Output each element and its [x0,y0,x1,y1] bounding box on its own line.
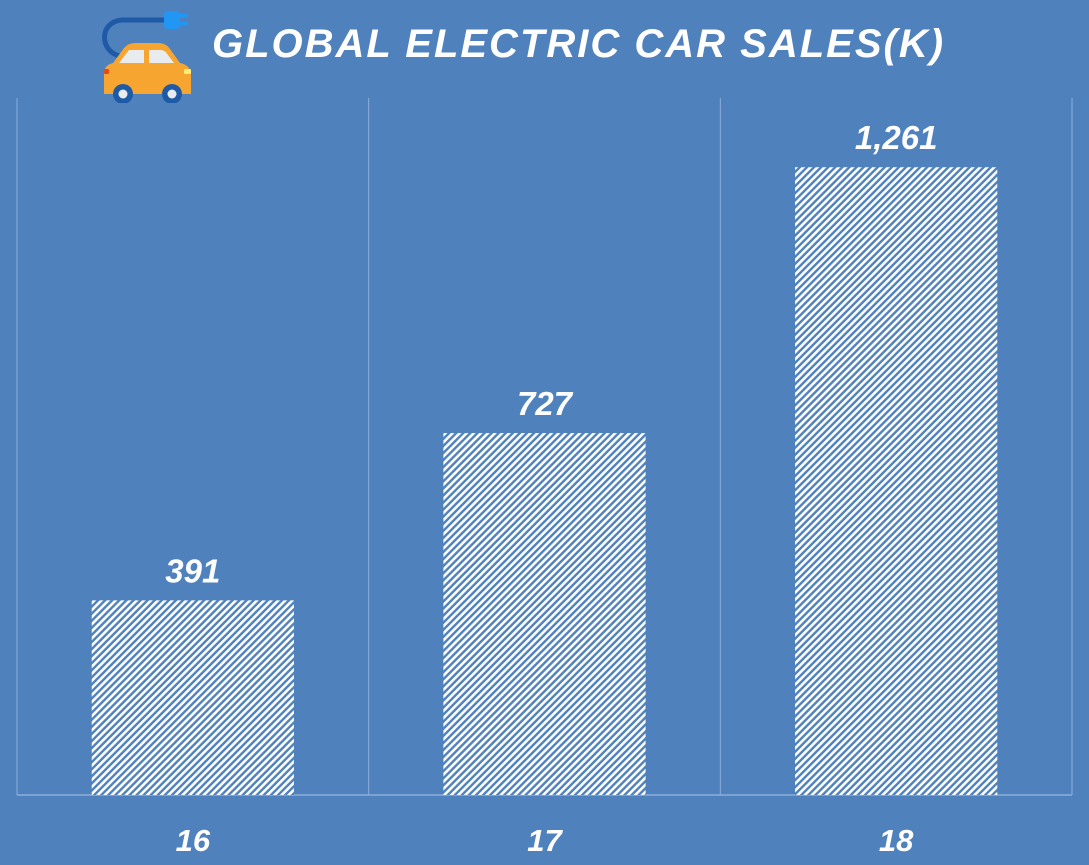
chart-title: GLOBAL ELECTRIC CAR SALES(K) [212,22,946,66]
data-label-18: 1,261 [855,119,938,156]
data-label-16: 391 [165,552,220,589]
bar-16 [91,600,294,795]
bar-17 [443,433,646,795]
x-tick-label-18: 18 [879,823,914,858]
x-tick-label-17: 17 [527,823,563,858]
bar-18 [795,167,998,795]
x-tick-label-16: 16 [176,823,211,858]
data-label-17: 727 [517,385,574,422]
electric-car-icon [98,8,198,104]
